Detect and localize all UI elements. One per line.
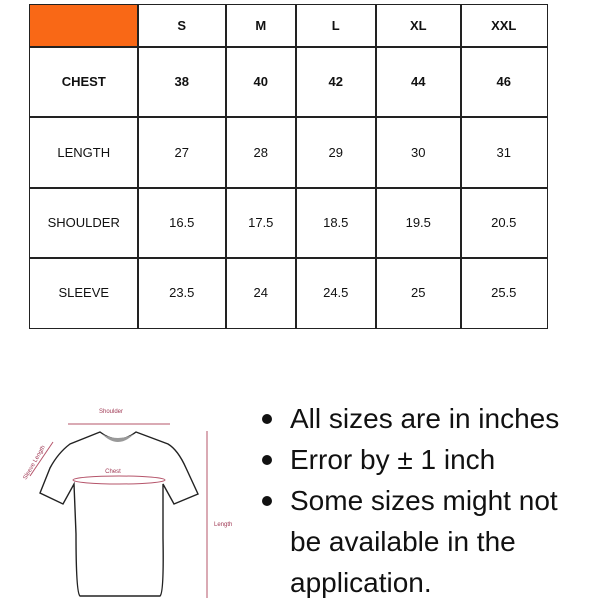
value-cell: 20.5 [460, 187, 548, 259]
value-cell: 29 [295, 116, 377, 189]
sleeve-line [29, 441, 54, 477]
note-item: Some sizes might not be available in the… [262, 480, 592, 603]
size-header-cell: M [225, 4, 297, 48]
value-cell: 46 [460, 46, 548, 118]
chest-line [72, 475, 166, 485]
value-cell: 18.5 [295, 187, 377, 259]
value-cell: 24 [225, 257, 297, 329]
notes-list: All sizes are in inches Error by ± 1 inc… [262, 398, 592, 603]
tshirt-outline-icon [39, 431, 199, 597]
value-cell: 17.5 [225, 187, 297, 259]
note-item: All sizes are in inches [262, 398, 592, 439]
collar [102, 434, 134, 442]
value-cell: 24.5 [295, 257, 377, 329]
note-item: Error by ± 1 inch [262, 439, 592, 480]
row-label-cell: SHOULDER [29, 187, 139, 259]
value-cell: 25.5 [460, 257, 548, 329]
value-cell: 31 [460, 116, 548, 189]
row-label-cell: LENGTH [29, 116, 139, 189]
tshirt-measurement-diagram: Shoulder Chest Sleeve Length Length [23, 409, 232, 598]
value-cell: 28 [225, 116, 297, 189]
value-cell: 25 [375, 257, 462, 329]
value-cell: 30 [375, 116, 462, 189]
value-cell: 40 [225, 46, 297, 118]
size-header-cell: S [137, 4, 227, 48]
value-cell: 44 [375, 46, 462, 118]
value-cell: 38 [137, 46, 227, 118]
value-cell: 23.5 [137, 257, 227, 329]
value-cell: 42 [295, 46, 377, 118]
length-label: Length [214, 522, 232, 528]
chest-label: Chest [105, 469, 121, 475]
size-header-cell: L [295, 4, 377, 48]
header-corner-cell [29, 4, 139, 48]
row-label-cell: SLEEVE [29, 257, 139, 329]
size-header-cell: XL [375, 4, 462, 48]
row-label-cell: CHEST [29, 46, 139, 118]
sleeve-label: Sleeve Length [23, 445, 47, 481]
size-header-cell: XXL [460, 4, 548, 48]
value-cell: 19.5 [375, 187, 462, 259]
value-cell: 16.5 [137, 187, 227, 259]
value-cell: 27 [137, 116, 227, 189]
shoulder-label: Shoulder [99, 409, 123, 415]
